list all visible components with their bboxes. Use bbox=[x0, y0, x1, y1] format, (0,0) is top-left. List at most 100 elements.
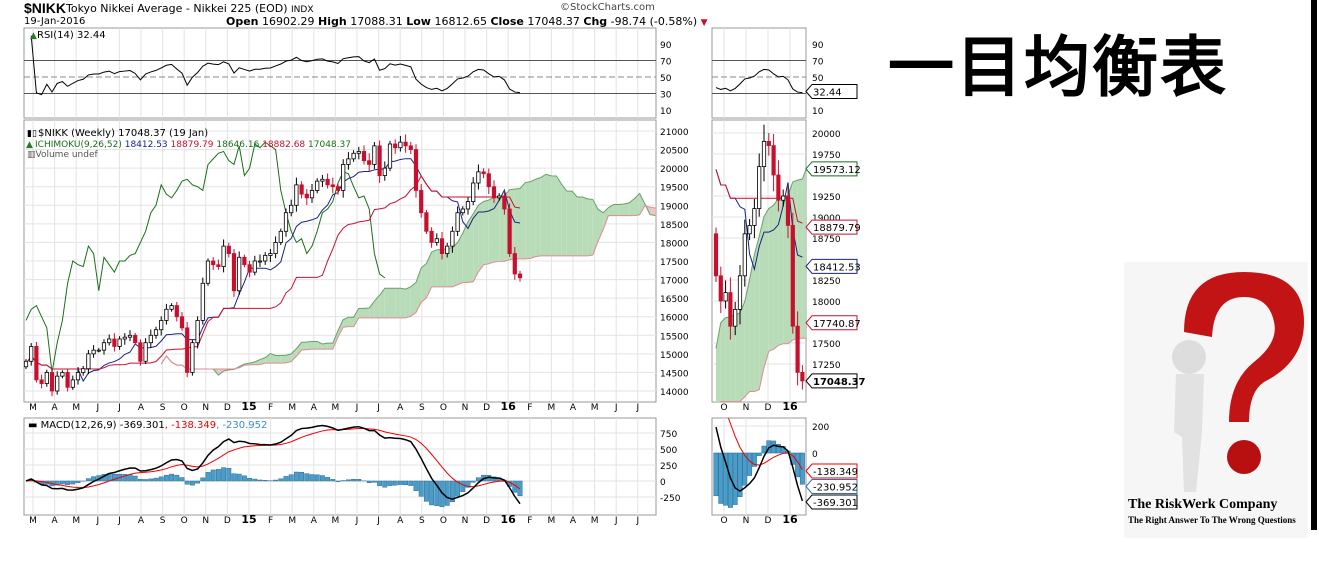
ichimoku-cloud-segment bbox=[270, 353, 276, 364]
macd-histogram-bar bbox=[799, 452, 805, 485]
ichimoku-cloud-segment bbox=[740, 301, 745, 402]
candle-body bbox=[476, 171, 481, 184]
ichimoku-cloud-segment bbox=[540, 174, 546, 256]
mini-rsi-tick-label: 70 bbox=[812, 58, 824, 68]
ichimoku-cloud-segment bbox=[913, 190, 918, 238]
macd-histogram-bar bbox=[732, 452, 738, 505]
value-tag-text: -369.301 bbox=[813, 498, 858, 509]
candle-body bbox=[372, 145, 377, 165]
volume-icon: ▥ bbox=[27, 150, 36, 160]
ichimoku-cloud-segment bbox=[629, 198, 635, 216]
ichimoku-cloud-segment bbox=[395, 288, 401, 318]
low-label: Low bbox=[406, 15, 431, 28]
ichimoku-cloud-segment bbox=[338, 319, 344, 337]
candle-body bbox=[785, 195, 791, 226]
mini-month-label: N bbox=[743, 516, 750, 526]
month-label: J bbox=[117, 516, 121, 526]
mini-macd-tick-label: 0 bbox=[812, 450, 818, 460]
macd-histogram-bar bbox=[737, 452, 743, 498]
ichimoku-cloud-segment bbox=[473, 205, 479, 282]
ichimoku-cloud-segment bbox=[618, 203, 624, 216]
candle-body bbox=[101, 342, 107, 351]
senkou-span-b bbox=[720, 337, 806, 402]
macd-histogram-bar bbox=[179, 477, 185, 482]
grid bbox=[23, 27, 807, 516]
candle-body bbox=[351, 152, 356, 160]
panel-frame bbox=[711, 27, 807, 119]
macd-signal-value: -138.349 bbox=[171, 420, 216, 431]
macd-histogram-bar bbox=[465, 480, 471, 488]
value-tag-frame bbox=[805, 494, 858, 510]
month-label: J bbox=[635, 516, 639, 526]
candle-body bbox=[289, 204, 294, 214]
macd-histogram-bar bbox=[382, 480, 388, 488]
candle-body bbox=[221, 245, 226, 267]
price-value-tag: 19573.12 bbox=[805, 161, 861, 177]
mini-month-label: 16 bbox=[782, 400, 798, 413]
ichimoku-cloud-segment bbox=[312, 341, 318, 350]
month-label: F bbox=[268, 516, 273, 526]
macd-histogram-bar bbox=[403, 480, 409, 486]
ichimoku-cloud-segment bbox=[343, 317, 349, 328]
ichimoku-cloud-segment bbox=[764, 208, 769, 368]
ichimoku-cloud-segment bbox=[783, 195, 788, 344]
candle-body bbox=[86, 353, 91, 370]
candle-body bbox=[439, 238, 445, 254]
month-label: M bbox=[72, 516, 80, 526]
mini-month-label: D bbox=[765, 516, 772, 526]
candle-body bbox=[309, 190, 315, 199]
macd-histogram-bar bbox=[163, 474, 169, 482]
mini-rsi-tick-label: 90 bbox=[812, 41, 824, 51]
price-tick-label: 19000 bbox=[660, 202, 689, 212]
candle-body bbox=[299, 184, 304, 195]
ichimoku-cloud-segment bbox=[592, 199, 598, 256]
company-name: The RiskWerk Company bbox=[1128, 497, 1278, 512]
price-tick-label: 14000 bbox=[660, 388, 689, 398]
candle-body bbox=[761, 140, 767, 167]
candle-body bbox=[107, 338, 112, 344]
panel-frame bbox=[23, 417, 657, 516]
month-label: J bbox=[614, 403, 618, 413]
candle-body bbox=[800, 371, 805, 382]
ichimoku-cloud-segment bbox=[421, 263, 427, 303]
macd-hist-value: -230.952 bbox=[222, 420, 267, 431]
ichimoku-cloud-segment bbox=[841, 169, 846, 331]
mini-month-label: N bbox=[743, 403, 750, 413]
ichimoku-cloud-segment bbox=[603, 207, 609, 230]
macd-histogram-bar bbox=[775, 444, 781, 454]
macd-histogram-bar bbox=[756, 452, 762, 456]
month-label: J bbox=[117, 403, 121, 413]
month-label: A bbox=[138, 403, 145, 413]
ichimoku-cloud-segment bbox=[369, 301, 375, 318]
rsi-tick-label: 50 bbox=[660, 74, 672, 84]
candle-body bbox=[445, 245, 450, 254]
macd-histogram-bar bbox=[314, 474, 320, 482]
month-label: 16 bbox=[501, 400, 517, 413]
ichimoku-cloud-segment bbox=[846, 185, 851, 331]
symbol-description: Tokyo Nikkei Average - Nikkei 225 (EOD) … bbox=[66, 2, 313, 15]
credit: ©StockCharts.com bbox=[560, 2, 655, 13]
macd-histogram-bar bbox=[59, 480, 65, 485]
month-label: S bbox=[419, 516, 425, 526]
candle-body bbox=[122, 336, 127, 340]
ichimoku-cloud-segment bbox=[478, 201, 484, 272]
ichimoku-cloud-segment bbox=[624, 202, 630, 216]
price-tick-label: 21000 bbox=[660, 128, 689, 138]
macd-histogram-bar bbox=[761, 445, 767, 454]
ichimoku-cloud-segment bbox=[639, 193, 645, 215]
macd-histogram-bar bbox=[288, 474, 294, 482]
macd-histogram-bar bbox=[713, 452, 719, 497]
macd-histogram-bar bbox=[429, 480, 435, 506]
month-label: O bbox=[181, 516, 188, 526]
ichimoku-cloud-segment bbox=[358, 308, 364, 318]
macd-histogram-bar bbox=[304, 473, 310, 482]
macd-tick-label: 250 bbox=[660, 462, 677, 472]
ichimoku-cloud-segment bbox=[306, 341, 312, 350]
price-tick-label: 15500 bbox=[660, 332, 689, 342]
macd-histogram-bar bbox=[70, 480, 76, 485]
candle-body bbox=[268, 253, 273, 256]
value-tag-text: 17048.37 bbox=[813, 377, 866, 388]
month-label: 15 bbox=[241, 513, 256, 526]
month-label: N bbox=[462, 403, 469, 413]
panel-frame bbox=[23, 27, 657, 119]
